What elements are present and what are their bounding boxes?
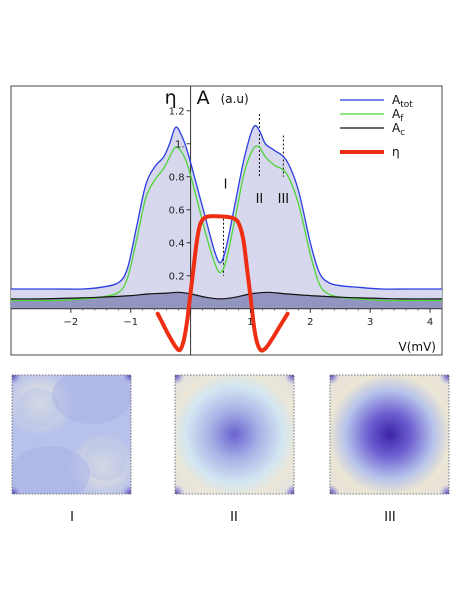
- y-tick-label: 0.8: [169, 172, 185, 183]
- x-tick-label: 3: [367, 317, 373, 328]
- marker-label: II: [256, 192, 264, 207]
- panel-iii-frame: [329, 374, 450, 495]
- y-symbol-eta: η: [165, 87, 177, 109]
- eta-line: [155, 214, 290, 353]
- panel-label-iii: III: [384, 510, 396, 525]
- x-tick-label: 1: [247, 317, 253, 328]
- legend-label: η: [392, 145, 400, 159]
- plot-area: [11, 86, 442, 355]
- panel-i: [12, 375, 131, 494]
- y-symbol-a: A: [197, 87, 210, 109]
- panel-label-i: I: [70, 510, 74, 525]
- panel-ii-frame: [174, 374, 295, 495]
- x-axis-label: V(mV): [399, 340, 436, 354]
- marker-label: I: [224, 178, 228, 193]
- x-tick-label: −2: [63, 317, 78, 328]
- axis-ticks: −2 −1 1 2 3 4 0.2 0.4 0.6 0.8 1. 1.2: [63, 106, 433, 328]
- panel-label-ii: II: [230, 510, 238, 525]
- panel-ii: [175, 375, 294, 494]
- panel-i-frame: [11, 374, 132, 495]
- x-tick-label: 4: [427, 317, 433, 328]
- y-tick-label: 1.: [175, 139, 185, 150]
- a-tot-fill: [11, 125, 442, 309]
- a-f-line: [11, 145, 442, 302]
- plot-frame: [10, 85, 443, 356]
- y-tick-label: 0.6: [169, 205, 185, 216]
- y-unit: (a.u): [221, 92, 249, 106]
- y-tick-label: 0.2: [169, 271, 185, 282]
- marker-label: III: [278, 192, 290, 207]
- y-tick-label: 1.2: [169, 106, 185, 117]
- legend-subscript: f: [400, 114, 404, 124]
- x-tick-label: 2: [307, 317, 313, 328]
- panel-iii: [330, 375, 449, 494]
- legend-subscript: tot: [400, 100, 413, 110]
- x-tick-label: −1: [123, 317, 138, 328]
- a-c-line: [11, 291, 442, 300]
- legend-subscript: c: [400, 128, 405, 138]
- a-tot-line: [11, 124, 442, 290]
- marker-labels: III III: [224, 178, 290, 207]
- y-tick-label: 0.4: [169, 238, 185, 249]
